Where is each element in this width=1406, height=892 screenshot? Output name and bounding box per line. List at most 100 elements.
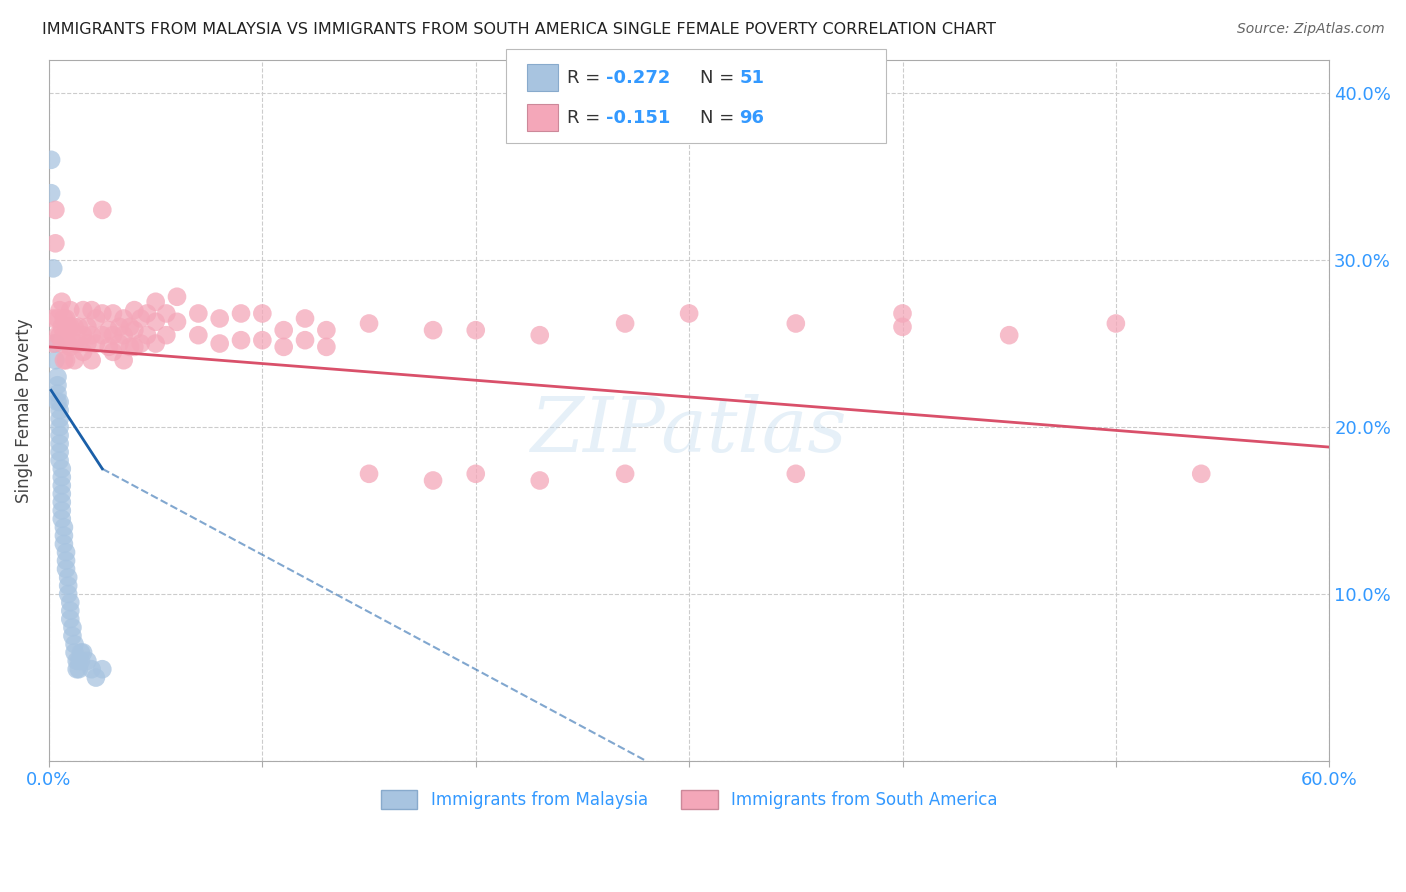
Point <box>55 353 77 368</box>
Point <box>208 336 231 351</box>
Point <box>187 306 209 320</box>
Point <box>44 353 66 368</box>
Point <box>97 323 120 337</box>
Point <box>91 202 114 217</box>
Point <box>166 315 188 329</box>
Point <box>315 323 337 337</box>
Point <box>108 336 131 351</box>
Point <box>785 317 807 331</box>
Point <box>52 528 75 542</box>
Point <box>229 333 252 347</box>
Point <box>52 537 75 551</box>
Point <box>51 470 73 484</box>
Text: Source: ZipAtlas.com: Source: ZipAtlas.com <box>1237 22 1385 37</box>
Point <box>315 340 337 354</box>
Point <box>529 474 551 488</box>
Point <box>55 328 77 343</box>
Point <box>56 336 79 351</box>
Text: 51: 51 <box>740 69 765 87</box>
Point <box>294 311 316 326</box>
Point <box>112 353 135 368</box>
Point <box>145 294 167 309</box>
Point <box>80 353 103 368</box>
Point <box>273 323 295 337</box>
Point <box>70 654 93 668</box>
Point <box>52 520 75 534</box>
Point <box>357 317 380 331</box>
Legend: Immigrants from Malaysia, Immigrants from South America: Immigrants from Malaysia, Immigrants fro… <box>374 783 1004 816</box>
Text: -0.151: -0.151 <box>606 109 671 127</box>
Point <box>422 323 444 337</box>
Text: N =: N = <box>700 109 740 127</box>
Point <box>252 333 274 347</box>
Point <box>145 336 167 351</box>
Point <box>42 336 65 351</box>
Point <box>52 353 75 368</box>
Point <box>155 306 177 320</box>
Point <box>46 328 69 343</box>
Point <box>294 333 316 347</box>
Point <box>998 328 1021 343</box>
Point <box>208 311 231 326</box>
Point <box>48 428 70 442</box>
Point <box>55 311 77 326</box>
Point <box>72 303 94 318</box>
Point <box>155 328 177 343</box>
Point <box>129 336 152 351</box>
Point <box>84 671 107 685</box>
Point <box>614 467 637 481</box>
Point <box>42 311 65 326</box>
Point <box>91 328 114 343</box>
Point <box>46 311 69 326</box>
Point <box>80 303 103 318</box>
Point <box>51 478 73 492</box>
Point <box>62 620 84 634</box>
Point <box>48 453 70 467</box>
Point <box>529 328 551 343</box>
Point <box>56 587 79 601</box>
Point <box>66 654 89 668</box>
Point <box>66 662 89 676</box>
Point <box>52 328 75 343</box>
Point <box>70 646 93 660</box>
Point <box>51 336 73 351</box>
Point <box>63 637 86 651</box>
Point <box>108 319 131 334</box>
Point <box>51 503 73 517</box>
Point <box>678 306 700 320</box>
Point <box>46 378 69 392</box>
Point <box>46 395 69 409</box>
Point <box>46 370 69 384</box>
Point <box>76 654 98 668</box>
Point <box>166 290 188 304</box>
Point <box>48 328 70 343</box>
Point <box>48 420 70 434</box>
Point <box>67 654 90 668</box>
Point <box>120 340 142 354</box>
Point <box>48 403 70 417</box>
Point <box>51 495 73 509</box>
Point <box>101 306 124 320</box>
Point <box>44 202 66 217</box>
Point <box>124 303 146 318</box>
Point <box>59 303 82 318</box>
Point <box>56 570 79 584</box>
Point <box>785 467 807 481</box>
Point <box>59 612 82 626</box>
Point <box>252 306 274 320</box>
Point <box>101 344 124 359</box>
Text: IMMIGRANTS FROM MALAYSIA VS IMMIGRANTS FROM SOUTH AMERICA SINGLE FEMALE POVERTY : IMMIGRANTS FROM MALAYSIA VS IMMIGRANTS F… <box>42 22 997 37</box>
Point <box>55 554 77 568</box>
Y-axis label: Single Female Poverty: Single Female Poverty <box>15 318 32 503</box>
Point <box>44 236 66 251</box>
Point <box>129 311 152 326</box>
Point <box>124 323 146 337</box>
Point <box>51 294 73 309</box>
Point <box>44 336 66 351</box>
Point <box>357 467 380 481</box>
Point <box>136 328 159 343</box>
Point <box>120 319 142 334</box>
Point <box>39 153 62 167</box>
Point <box>55 545 77 559</box>
Point <box>48 395 70 409</box>
